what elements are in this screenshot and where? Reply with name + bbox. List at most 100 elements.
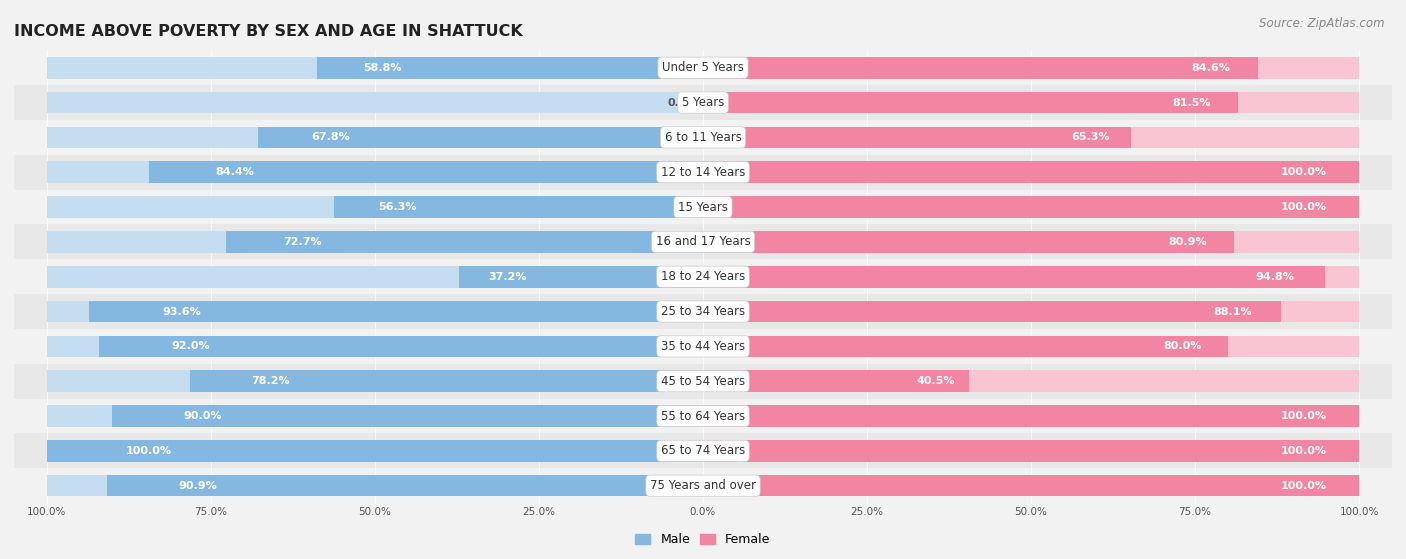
Bar [703,371,969,392]
Text: 58.8%: 58.8% [364,63,402,73]
Text: INCOME ABOVE POVERTY BY SEX AND AGE IN SHATTUCK: INCOME ABOVE POVERTY BY SEX AND AGE IN S… [14,25,523,40]
Legend: Male, Female: Male, Female [630,528,776,551]
Bar [14,50,1392,85]
Text: 5 Years: 5 Years [682,96,724,109]
Bar [14,433,1392,468]
Text: 35 to 44 Years: 35 to 44 Years [661,340,745,353]
Bar [703,301,1281,323]
Text: Source: ZipAtlas.com: Source: ZipAtlas.com [1260,17,1385,30]
Bar [703,126,1360,148]
Bar [190,371,703,392]
Bar [14,225,1392,259]
Text: 72.7%: 72.7% [283,237,322,247]
Bar [703,301,1360,323]
Bar [703,335,1360,357]
Bar [333,196,703,218]
Bar [703,162,1360,183]
Bar [703,57,1360,78]
Bar [46,92,703,113]
Text: 100.0%: 100.0% [1281,167,1326,177]
Bar [703,126,1132,148]
Text: 75 Years and over: 75 Years and over [650,479,756,492]
Bar [149,162,703,183]
Bar [703,371,1360,392]
Bar [46,266,703,287]
Bar [46,301,703,323]
Bar [14,364,1392,399]
Bar [703,162,1360,183]
Bar [46,162,703,183]
Bar [14,468,1392,503]
Bar [46,57,703,78]
Bar [46,196,703,218]
Text: 6 to 11 Years: 6 to 11 Years [665,131,741,144]
Bar [703,266,1360,287]
Bar [14,329,1392,364]
Text: 18 to 24 Years: 18 to 24 Years [661,270,745,283]
Text: 55 to 64 Years: 55 to 64 Years [661,410,745,423]
Bar [318,57,703,78]
Bar [703,196,1360,218]
Bar [14,190,1392,225]
Bar [89,301,703,323]
Text: 56.3%: 56.3% [378,202,416,212]
Bar [46,335,703,357]
Text: 81.5%: 81.5% [1173,98,1211,107]
Text: 40.5%: 40.5% [917,376,956,386]
Text: 100.0%: 100.0% [1281,446,1326,456]
Bar [703,405,1360,427]
Bar [458,266,703,287]
Bar [14,259,1392,294]
Bar [14,85,1392,120]
Bar [46,475,703,496]
Bar [703,335,1227,357]
Text: 84.4%: 84.4% [215,167,254,177]
Bar [703,440,1360,462]
Text: 16 and 17 Years: 16 and 17 Years [655,235,751,248]
Bar [703,196,1360,218]
Bar [14,399,1392,433]
Text: 93.6%: 93.6% [163,306,201,316]
Text: 12 to 14 Years: 12 to 14 Years [661,165,745,179]
Text: Under 5 Years: Under 5 Years [662,61,744,74]
Bar [703,231,1234,253]
Text: 100.0%: 100.0% [1281,411,1326,421]
Bar [14,294,1392,329]
Text: 80.0%: 80.0% [1163,342,1202,352]
Bar [703,440,1360,462]
Text: 37.2%: 37.2% [488,272,527,282]
Text: 0.0%: 0.0% [666,98,697,107]
Text: 45 to 54 Years: 45 to 54 Years [661,375,745,388]
Bar [703,475,1360,496]
Bar [112,405,703,427]
Bar [14,155,1392,190]
Bar [46,126,703,148]
Bar [703,92,1360,113]
Text: 94.8%: 94.8% [1256,272,1294,282]
Bar [703,57,1258,78]
Text: 65.3%: 65.3% [1071,132,1109,143]
Text: 88.1%: 88.1% [1213,306,1253,316]
Text: 15 Years: 15 Years [678,201,728,214]
Bar [46,440,703,462]
Bar [107,475,703,496]
Bar [46,440,703,462]
Bar [703,405,1360,427]
Text: 80.9%: 80.9% [1168,237,1208,247]
Bar [259,126,703,148]
Bar [703,92,1237,113]
Bar [46,371,703,392]
Text: 78.2%: 78.2% [252,376,290,386]
Text: 100.0%: 100.0% [1281,202,1326,212]
Bar [46,231,703,253]
Bar [703,475,1360,496]
Text: 92.0%: 92.0% [172,342,211,352]
Text: 90.9%: 90.9% [179,481,217,491]
Bar [46,405,703,427]
Text: 90.0%: 90.0% [183,411,222,421]
Bar [703,266,1324,287]
Text: 84.6%: 84.6% [1191,63,1230,73]
Text: 100.0%: 100.0% [1281,481,1326,491]
Bar [226,231,703,253]
Text: 25 to 34 Years: 25 to 34 Years [661,305,745,318]
